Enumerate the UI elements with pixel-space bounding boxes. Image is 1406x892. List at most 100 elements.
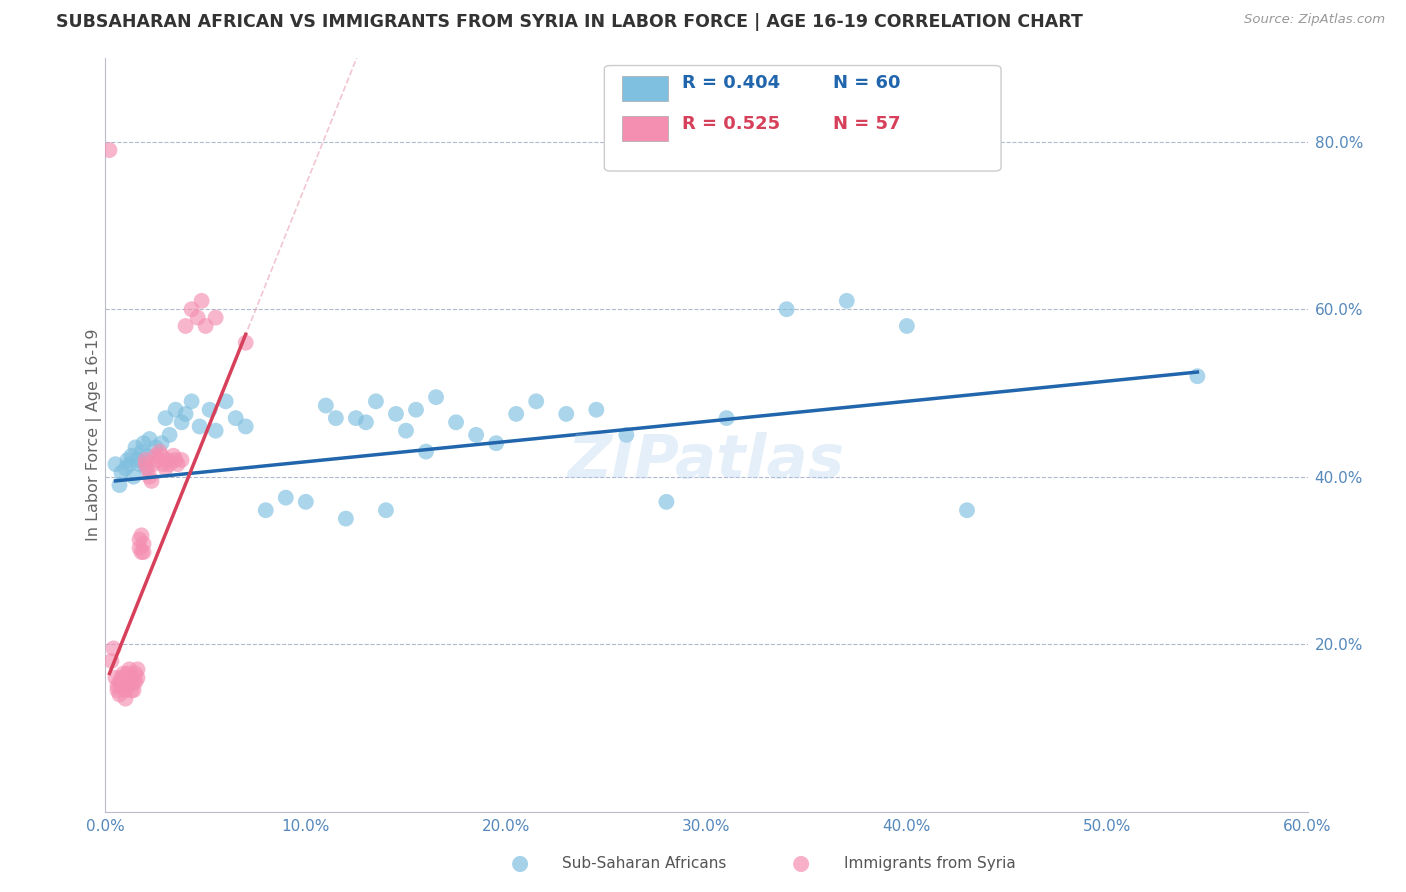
Point [170, 453, 193, 467]
FancyBboxPatch shape [605, 65, 1001, 171]
Point [122, 469, 145, 483]
Point [124, 666, 146, 681]
Point [112, 666, 135, 681]
Point [405, 402, 427, 417]
Text: Immigrants from Syria: Immigrants from Syria [844, 856, 1015, 871]
Point [425, 390, 447, 404]
Point [132, 545, 155, 559]
Point [122, 683, 145, 698]
Point [118, 674, 141, 689]
Point [124, 441, 146, 455]
Point [135, 453, 157, 467]
FancyBboxPatch shape [623, 116, 668, 141]
Point [655, 495, 678, 509]
Point [505, 407, 527, 421]
Point [159, 428, 181, 442]
Point [835, 293, 858, 308]
Point [1187, 369, 1209, 384]
Point [235, 419, 257, 434]
Point [585, 402, 607, 417]
Point [108, 478, 131, 492]
Point [325, 411, 347, 425]
Point [98, 143, 121, 157]
Point [145, 441, 167, 455]
Y-axis label: In Labor Force | Age 16-19: In Labor Force | Age 16-19 [86, 328, 103, 541]
Point [174, 318, 197, 333]
Point [138, 469, 160, 483]
Text: Source: ZipAtlas.com: Source: ZipAtlas.com [1244, 13, 1385, 27]
Point [254, 503, 277, 517]
Point [204, 310, 226, 325]
Point [150, 436, 173, 450]
Point [104, 457, 127, 471]
Point [190, 293, 212, 308]
Text: ZIPatlas: ZIPatlas [568, 432, 845, 491]
Point [162, 449, 184, 463]
Point [166, 457, 188, 471]
Point [114, 683, 136, 698]
Point [131, 545, 153, 559]
Point [128, 541, 150, 555]
Point [118, 662, 141, 676]
Point [152, 457, 174, 471]
Point [122, 674, 145, 689]
Point [225, 411, 247, 425]
Point [315, 399, 337, 413]
Point [956, 503, 979, 517]
Point [114, 691, 136, 706]
FancyBboxPatch shape [623, 76, 668, 101]
Point [150, 449, 173, 463]
Point [235, 335, 257, 350]
Point [146, 453, 169, 467]
Point [155, 411, 177, 425]
Point [127, 662, 149, 676]
Point [155, 461, 177, 475]
Point [415, 444, 437, 458]
Point [112, 674, 135, 689]
Point [121, 683, 143, 698]
Point [104, 671, 127, 685]
Point [117, 679, 139, 693]
Point [716, 411, 738, 425]
Point [114, 461, 136, 475]
Point [344, 411, 367, 425]
Point [100, 654, 122, 668]
Text: ●: ● [793, 854, 810, 873]
Point [142, 457, 165, 471]
Point [110, 679, 132, 693]
Point [374, 503, 398, 517]
Point [170, 415, 193, 429]
Point [136, 461, 159, 475]
Point [131, 444, 153, 458]
Point [127, 453, 149, 467]
Point [174, 407, 197, 421]
Point [385, 407, 408, 421]
Point [295, 495, 318, 509]
Text: N = 60: N = 60 [832, 74, 900, 92]
Point [145, 449, 167, 463]
Point [132, 436, 155, 450]
Point [110, 466, 132, 480]
Point [117, 666, 139, 681]
Point [107, 683, 129, 698]
Point [108, 674, 131, 689]
Point [776, 302, 799, 317]
Point [214, 394, 236, 409]
Point [103, 641, 125, 656]
Point [187, 310, 209, 325]
Point [188, 419, 211, 434]
Point [198, 402, 221, 417]
Text: R = 0.525: R = 0.525 [682, 114, 780, 133]
Point [121, 671, 143, 685]
Point [128, 533, 150, 547]
Point [180, 394, 202, 409]
Point [136, 449, 159, 463]
Point [485, 436, 508, 450]
Point [896, 318, 918, 333]
Text: SUBSAHARAN AFRICAN VS IMMIGRANTS FROM SYRIA IN LABOR FORCE | AGE 16-19 CORRELATI: SUBSAHARAN AFRICAN VS IMMIGRANTS FROM SY… [56, 13, 1083, 31]
Point [118, 457, 141, 471]
Text: Sub-Saharan Africans: Sub-Saharan Africans [562, 856, 727, 871]
Point [156, 453, 179, 467]
Point [165, 453, 187, 467]
Point [616, 428, 638, 442]
